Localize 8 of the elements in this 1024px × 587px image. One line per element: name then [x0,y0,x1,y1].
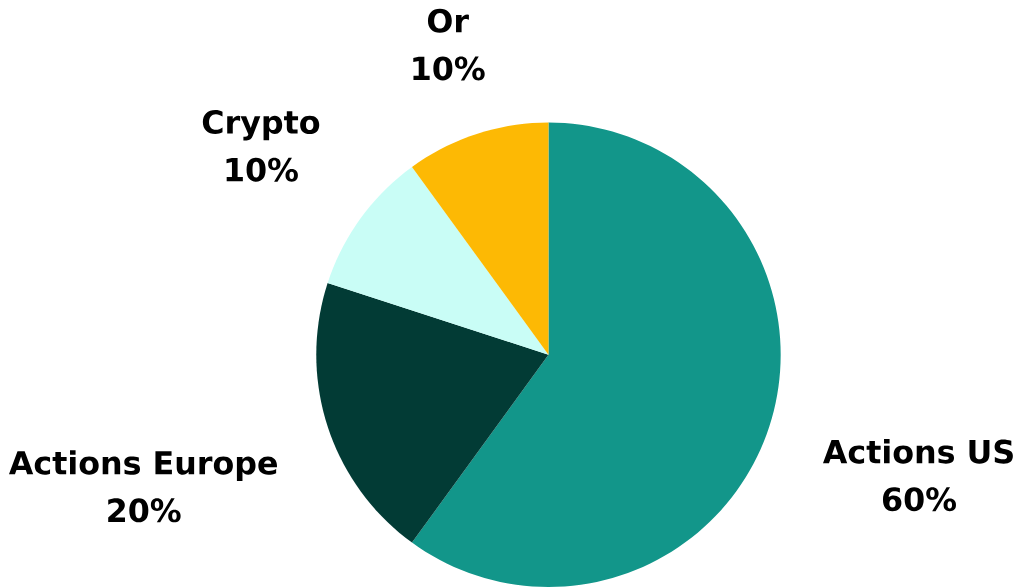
slice-label: Or [427,8,469,33]
data-label: 10% [226,157,298,182]
data-label: 10% [413,56,485,81]
data-label: 20% [108,498,181,523]
slice-label: Crypto [202,110,320,141]
data-label: 60% [882,487,956,512]
slice-label: Actions US [823,439,1013,464]
slice-label: Actions Europe [8,450,277,481]
